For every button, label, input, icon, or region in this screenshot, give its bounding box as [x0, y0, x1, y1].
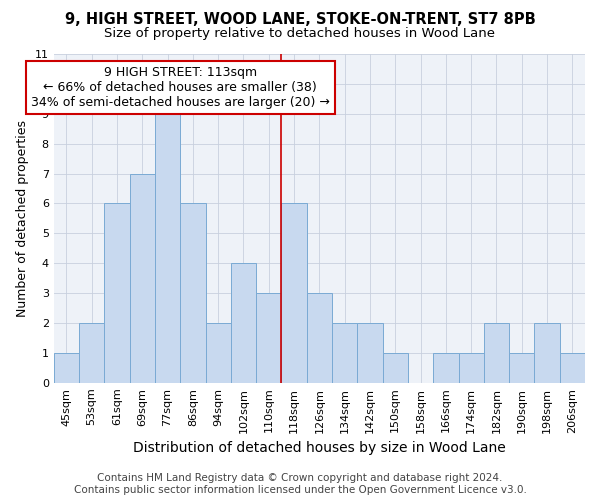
Bar [332, 323, 358, 383]
Bar [281, 204, 307, 383]
Bar [433, 353, 458, 383]
Text: Size of property relative to detached houses in Wood Lane: Size of property relative to detached ho… [104, 28, 496, 40]
Text: Contains HM Land Registry data © Crown copyright and database right 2024.
Contai: Contains HM Land Registry data © Crown c… [74, 474, 526, 495]
Bar [383, 353, 408, 383]
Bar [54, 353, 79, 383]
Bar [155, 114, 180, 383]
Bar [358, 323, 383, 383]
Bar [206, 323, 231, 383]
Text: 9 HIGH STREET: 113sqm
← 66% of detached houses are smaller (38)
34% of semi-deta: 9 HIGH STREET: 113sqm ← 66% of detached … [31, 66, 329, 109]
Bar [509, 353, 535, 383]
Bar [307, 293, 332, 383]
Bar [458, 353, 484, 383]
Bar [130, 174, 155, 383]
Bar [180, 204, 206, 383]
Bar [256, 293, 281, 383]
Bar [560, 353, 585, 383]
Y-axis label: Number of detached properties: Number of detached properties [16, 120, 29, 317]
Text: 9, HIGH STREET, WOOD LANE, STOKE-ON-TRENT, ST7 8PB: 9, HIGH STREET, WOOD LANE, STOKE-ON-TREN… [65, 12, 535, 28]
Bar [484, 323, 509, 383]
X-axis label: Distribution of detached houses by size in Wood Lane: Distribution of detached houses by size … [133, 441, 506, 455]
Bar [535, 323, 560, 383]
Bar [231, 263, 256, 383]
Bar [104, 204, 130, 383]
Bar [79, 323, 104, 383]
